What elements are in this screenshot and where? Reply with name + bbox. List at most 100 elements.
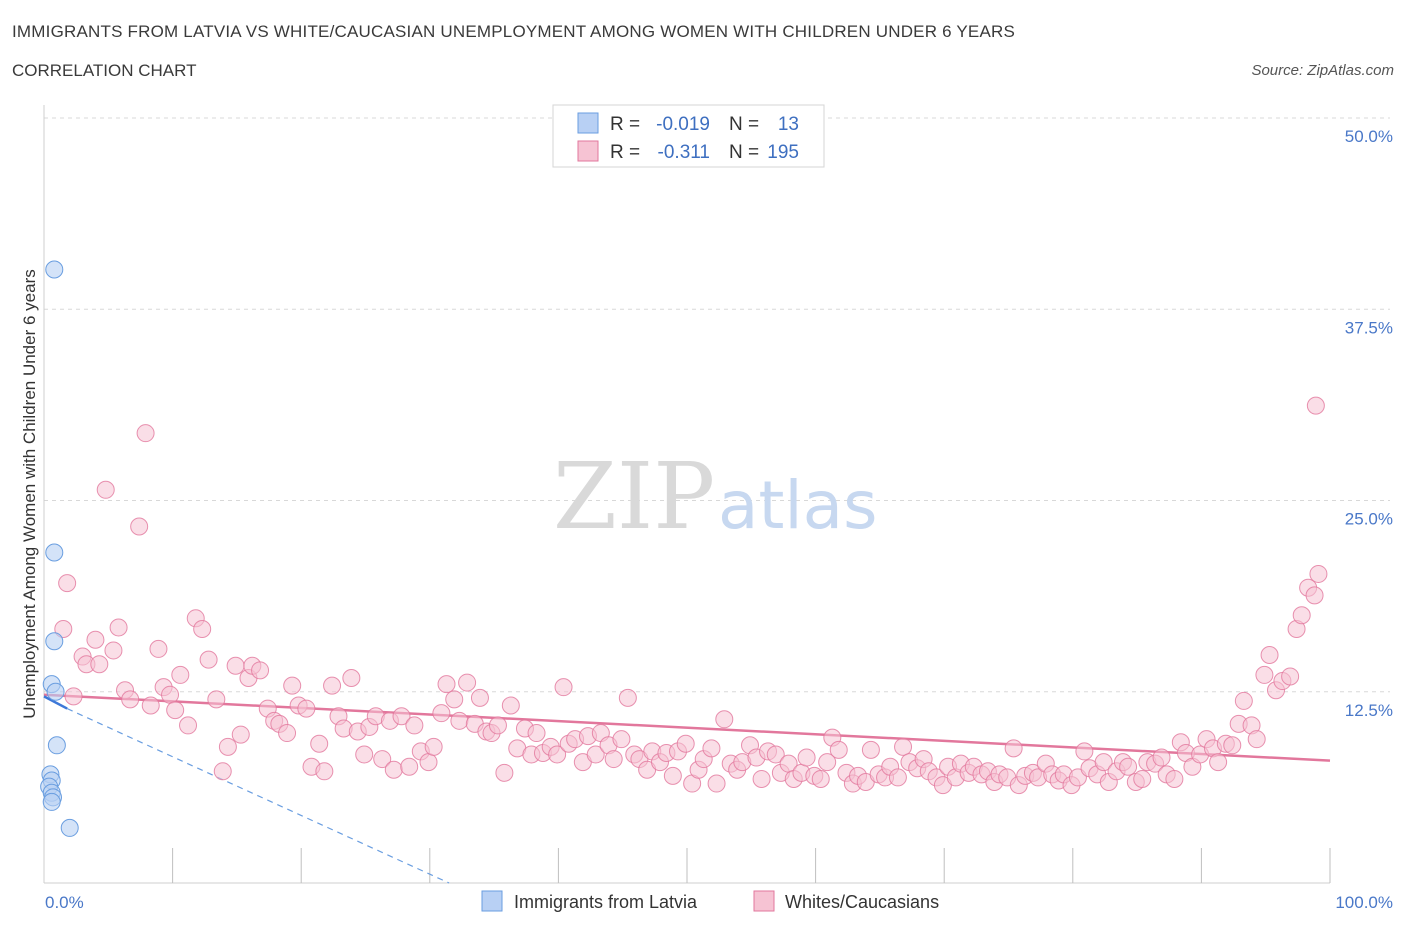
whites-point xyxy=(829,740,848,759)
whites-point xyxy=(1152,748,1171,767)
whites-point xyxy=(1209,753,1228,772)
latvia-trend-solid xyxy=(43,695,68,710)
chart-title: IMMIGRANTS FROM LATVIA VS WHITE/CAUCASIA… xyxy=(12,22,1016,41)
whites-point xyxy=(1292,606,1311,625)
whites-point xyxy=(218,737,237,756)
legend-swatch-blue xyxy=(577,112,599,134)
whites-point xyxy=(612,730,631,749)
latvia-point xyxy=(45,260,64,279)
whites-point xyxy=(432,704,451,723)
whites-point xyxy=(1281,667,1300,686)
whites-point xyxy=(342,668,361,687)
whites-point xyxy=(121,690,140,709)
whites-point xyxy=(702,739,721,758)
bottom-legend: Immigrants from Latvia Whites/Caucasians xyxy=(481,890,939,912)
bottom-legend-swatch-pink xyxy=(753,890,775,912)
whites-point xyxy=(179,716,198,735)
whites-point xyxy=(104,641,123,660)
whites-point xyxy=(90,655,109,674)
whites-point xyxy=(161,685,180,704)
whites-point xyxy=(818,753,837,772)
y-axis-label: Unemployment Among Women with Children U… xyxy=(20,269,39,718)
legend-n-label-2: N = xyxy=(729,142,759,163)
whites-point xyxy=(96,480,115,499)
whites-point xyxy=(149,639,168,658)
whites-point xyxy=(1306,396,1325,415)
whites-point xyxy=(109,618,128,637)
whites-point xyxy=(1234,691,1253,710)
latvia-point xyxy=(60,818,79,837)
watermark-zip: ZIP xyxy=(553,443,715,550)
whites-point xyxy=(355,745,374,764)
whites-point xyxy=(278,724,297,743)
whites-point xyxy=(1094,753,1113,772)
x-tick-label-min: 0.0% xyxy=(45,893,84,912)
whites-point xyxy=(86,630,105,649)
whites-point xyxy=(752,769,771,788)
source-label: Source: ZipAtlas.com xyxy=(1251,62,1394,79)
y-tick-label: 37.5% xyxy=(1345,318,1393,337)
whites-point xyxy=(888,768,907,787)
whites-point xyxy=(458,673,477,692)
whites-point xyxy=(861,740,880,759)
legend-swatch-pink xyxy=(577,140,599,162)
whites-point xyxy=(1119,757,1138,776)
whites-point xyxy=(384,760,403,779)
latvia-trend-dashed xyxy=(66,708,450,884)
whites-point xyxy=(797,748,816,767)
y-tick-labels: 12.5% 25.0% 37.5% 50.0% xyxy=(1345,127,1393,720)
whites-point xyxy=(54,620,73,639)
whites-caucasians-points xyxy=(54,396,1328,795)
whites-point xyxy=(437,675,456,694)
y-tick-label: 12.5% xyxy=(1345,701,1393,720)
whites-point xyxy=(766,745,785,764)
whites-point xyxy=(405,716,424,735)
latvia-point xyxy=(45,632,64,651)
legend-n-label-1: N = xyxy=(729,114,759,135)
whites-point xyxy=(1075,742,1094,761)
bottom-legend-label-pink: Whites/Caucasians xyxy=(785,892,939,912)
whites-point xyxy=(424,737,443,756)
whites-point xyxy=(166,701,185,720)
chart-subtitle: CORRELATION CHART xyxy=(12,61,197,80)
whites-point xyxy=(1223,736,1242,755)
legend-r-value-2: -0.311 xyxy=(658,142,710,163)
whites-point xyxy=(1309,564,1328,583)
whites-point xyxy=(1260,646,1279,665)
latvia-point xyxy=(46,682,65,701)
whites-point xyxy=(193,620,212,639)
trend-lines xyxy=(43,693,1331,884)
whites-point xyxy=(400,757,419,776)
whites-point xyxy=(1247,730,1266,749)
whites-point xyxy=(1133,769,1152,788)
whites-point xyxy=(171,665,190,684)
whites-point xyxy=(213,762,232,781)
whites-point xyxy=(715,710,734,729)
whites-point xyxy=(419,753,438,772)
whites-point xyxy=(251,661,270,680)
bottom-legend-label-blue: Immigrants from Latvia xyxy=(514,892,698,912)
whites-point xyxy=(811,769,830,788)
whites-point xyxy=(604,750,623,769)
whites-point xyxy=(58,574,77,593)
whites-point xyxy=(310,734,329,753)
whites-trend-line xyxy=(43,693,1331,762)
whites-point xyxy=(1255,665,1274,684)
whites-point xyxy=(136,424,155,443)
whites-point xyxy=(64,687,83,706)
y-tick-label: 25.0% xyxy=(1345,510,1393,529)
whites-point xyxy=(707,774,726,793)
latvia-points xyxy=(40,260,79,837)
whites-point xyxy=(283,676,302,695)
whites-point xyxy=(488,716,507,735)
whites-point xyxy=(1305,586,1324,605)
x-tick-marks xyxy=(172,848,1331,883)
legend-r-label-2: R = xyxy=(610,142,640,163)
whites-point xyxy=(315,762,334,781)
latvia-point xyxy=(42,792,61,811)
whites-point xyxy=(445,690,464,709)
whites-point xyxy=(130,517,149,536)
whites-point xyxy=(1004,739,1023,758)
whites-point xyxy=(554,678,573,697)
